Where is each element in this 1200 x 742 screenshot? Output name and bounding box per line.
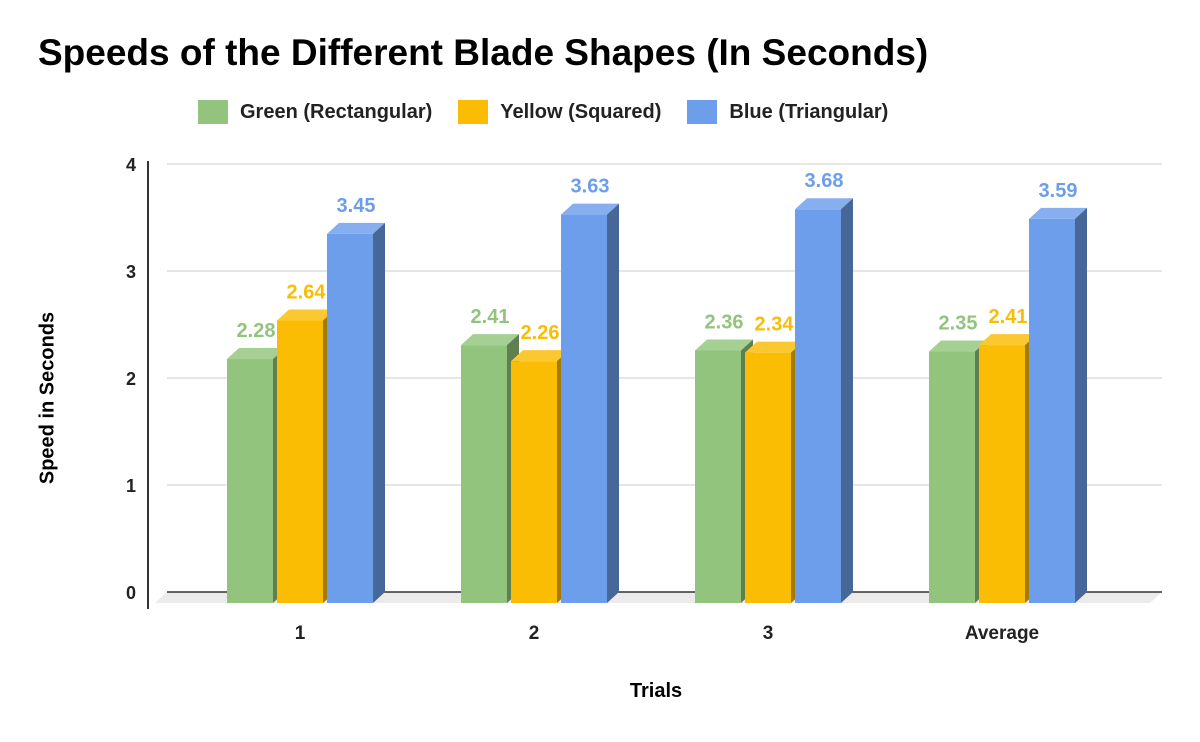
chart-title: Speeds of the Different Blade Shapes (In… (38, 32, 929, 73)
bar-side (841, 198, 853, 604)
bar-top (327, 222, 385, 234)
legend: Green (Rectangular) Yellow (Squared) Blu… (198, 100, 888, 124)
y-tick-label: 0 (126, 583, 136, 603)
data-label: 3.63 (571, 176, 610, 198)
x-tick-label: Average (965, 623, 1039, 644)
bar-front (461, 345, 507, 603)
bar-top (979, 334, 1037, 346)
bar-top (227, 348, 285, 360)
bar-front (327, 233, 373, 603)
bar-front (795, 209, 841, 604)
x-tick-label: 1 (295, 623, 306, 644)
bar-front (227, 359, 273, 603)
bar-top (929, 340, 987, 352)
data-label: 3.68 (805, 170, 844, 192)
bar-top (695, 339, 753, 351)
bar-front (695, 350, 741, 603)
bar-top (461, 334, 519, 346)
bar-top (511, 350, 569, 362)
data-label: 2.41 (471, 306, 510, 328)
bar-front (979, 345, 1025, 603)
legend-item-green: Green (Rectangular) (198, 100, 432, 124)
bar-front (277, 320, 323, 603)
bar-front (561, 214, 607, 603)
x-tick-label: 3 (763, 623, 774, 644)
data-label: 2.26 (521, 322, 560, 344)
data-label: 2.36 (705, 311, 744, 333)
y-tick-label: 3 (126, 262, 136, 282)
bar-front (929, 351, 975, 603)
bar-top (745, 341, 803, 353)
data-label: 2.64 (287, 282, 327, 304)
bar-front (511, 361, 557, 603)
data-label: 3.45 (337, 195, 376, 217)
bar-front (745, 352, 791, 603)
y-tick-label: 2 (126, 369, 136, 389)
bar-side (373, 222, 385, 603)
bar-top (795, 198, 853, 210)
bar-side (1075, 207, 1087, 603)
x-axis-label: Trials (629, 680, 683, 702)
data-label: 2.34 (755, 314, 795, 336)
data-label: 3.59 (1039, 180, 1078, 202)
bar-top (277, 309, 335, 321)
data-label: 2.35 (939, 313, 978, 335)
bar-top (561, 203, 619, 215)
bar-side (607, 203, 619, 603)
legend-label-yellow: Yellow (Squared) (500, 100, 662, 123)
data-label: 2.28 (237, 320, 276, 342)
floor-plane (155, 592, 1162, 603)
legend-label-green: Green (Rectangular) (240, 100, 433, 123)
legend-item-yellow: Yellow (Squared) (458, 100, 661, 124)
legend-label-blue: Blue (Triangular) (729, 100, 889, 123)
data-label: 2.41 (989, 306, 1028, 328)
legend-swatch-green (198, 100, 228, 124)
bar-front (1029, 218, 1075, 603)
y-tick-label: 4 (126, 155, 136, 175)
y-axis-label: Speed in Seconds (36, 311, 59, 485)
y-tick-label: 1 (126, 476, 136, 496)
bar-top (1029, 207, 1087, 219)
legend-item-blue: Blue (Triangular) (687, 100, 888, 124)
legend-swatch-yellow (458, 100, 489, 124)
legend-swatch-blue (687, 100, 718, 124)
x-tick-label: 2 (529, 623, 540, 644)
